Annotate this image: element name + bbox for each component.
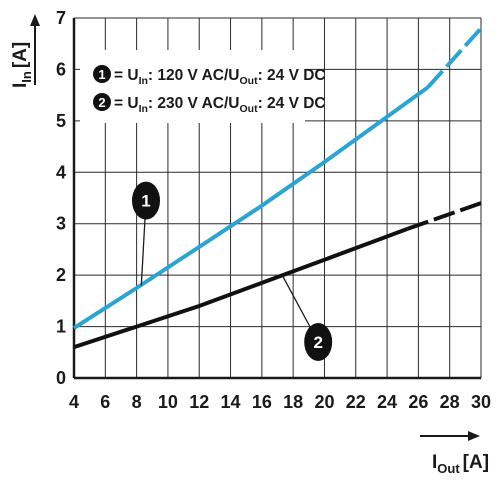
legend-2-prefix: = U bbox=[114, 95, 139, 112]
legend-1-mid: : 120 V AC/U bbox=[148, 67, 240, 84]
callout-2-marker bbox=[304, 323, 333, 361]
legend-entry-2: 2 = UIn: 230 V AC/UOut: 24 V DC bbox=[93, 93, 326, 115]
x-axis-arrowhead bbox=[468, 431, 480, 441]
legend-1-sub1: In bbox=[139, 75, 148, 87]
x-tick-label: 4 bbox=[69, 392, 79, 412]
x-tick-label: 18 bbox=[283, 392, 303, 412]
legend-entry-1-text: = UIn: 120 V AC/UOut: 24 V DC bbox=[114, 67, 326, 87]
series-layer bbox=[72, 26, 483, 350]
callout-1-marker bbox=[132, 181, 161, 220]
x-axis-label-sub: Out bbox=[437, 461, 460, 476]
x-tick-label: 6 bbox=[100, 392, 110, 412]
x-tick-label: 24 bbox=[377, 392, 397, 412]
y-tick-label: 2 bbox=[56, 265, 66, 285]
y-tick-label: 3 bbox=[56, 214, 66, 234]
series-1-line bbox=[72, 85, 429, 330]
x-axis-label-unit: [A] bbox=[463, 452, 489, 473]
legend-marker-1 bbox=[93, 65, 111, 83]
y-tick-labels: 0 1 2 3 4 5 6 7 bbox=[56, 8, 66, 388]
x-tick-label: 22 bbox=[346, 392, 366, 412]
y-axis-label: IIn [A] bbox=[10, 42, 34, 88]
y-axis-arrowhead bbox=[30, 14, 40, 26]
legend-1-suffix: : 24 V DC bbox=[258, 67, 326, 84]
legend-marker-1-label: 1 bbox=[98, 67, 105, 82]
callout-1-label: 1 bbox=[141, 192, 150, 211]
x-tick-label: 20 bbox=[314, 392, 334, 412]
legend-2-sub1: In bbox=[139, 103, 148, 115]
legend-entry-2-text: = UIn: 230 V AC/UOut: 24 V DC bbox=[114, 95, 326, 115]
x-tick-label: 10 bbox=[158, 392, 178, 412]
legend-1-prefix: = U bbox=[114, 67, 139, 84]
legend-box bbox=[80, 50, 305, 123]
x-tick-label: 8 bbox=[132, 392, 142, 412]
y-axis-title: IIn [A] bbox=[10, 14, 40, 88]
callout-layer: 12 bbox=[132, 181, 333, 361]
plot-frame bbox=[72, 18, 481, 380]
series-1-dashed-line bbox=[426, 26, 483, 89]
y-tick-label: 0 bbox=[56, 368, 66, 388]
x-axis-label: IOut [A] bbox=[432, 452, 489, 476]
series-2-dashed-line bbox=[406, 201, 482, 231]
y-axis-label-sub: In bbox=[19, 71, 34, 83]
y-tick-label: 1 bbox=[56, 317, 66, 337]
legend-2-sub2: Out bbox=[240, 103, 259, 115]
y-tick-label: 5 bbox=[56, 111, 66, 131]
legend-marker-2 bbox=[93, 93, 111, 111]
x-tick-label: 26 bbox=[408, 392, 428, 412]
x-tick-label: 12 bbox=[189, 392, 209, 412]
x-tick-label: 30 bbox=[471, 392, 491, 412]
legend-2-suffix: : 24 V DC bbox=[258, 95, 326, 112]
y-tick-label: 4 bbox=[56, 162, 66, 182]
x-tick-label: 16 bbox=[252, 392, 272, 412]
y-tick-label: 7 bbox=[56, 8, 66, 28]
y-axis-label-unit: [A] bbox=[10, 42, 31, 68]
y-axis-label-main: I bbox=[10, 83, 31, 88]
legend-1-sub2: Out bbox=[240, 75, 259, 87]
x-axis-label-main: I bbox=[432, 452, 437, 473]
x-axis-title: IOut [A] bbox=[420, 431, 489, 476]
legend-marker-2-label: 2 bbox=[98, 95, 105, 110]
series-2-line bbox=[73, 227, 409, 350]
legend: 1 = UIn: 120 V AC/UOut: 24 V DC 2 = UIn:… bbox=[80, 50, 326, 123]
legend-entry-1: 1 = UIn: 120 V AC/UOut: 24 V DC bbox=[93, 65, 326, 87]
y-tick-label: 6 bbox=[56, 59, 66, 79]
callout-2-label: 2 bbox=[313, 333, 322, 352]
legend-2-mid: : 230 V AC/U bbox=[148, 95, 240, 112]
x-tick-label: 14 bbox=[221, 392, 241, 412]
x-tick-label: 28 bbox=[440, 392, 460, 412]
x-tick-labels: 4 6 8 10 12 14 16 18 20 22 24 26 28 30 bbox=[69, 392, 491, 412]
